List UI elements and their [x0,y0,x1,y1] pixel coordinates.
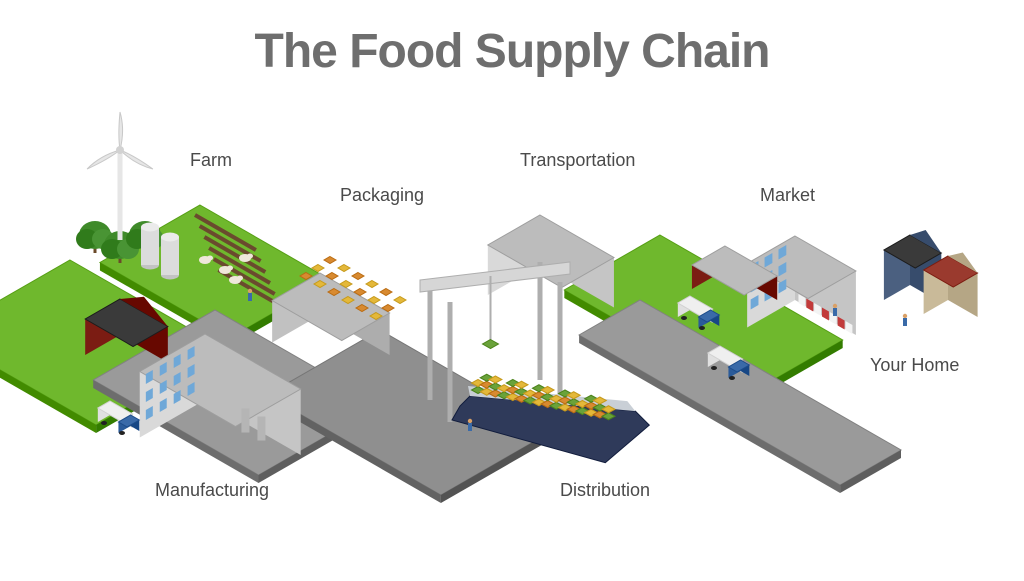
label-market: Market [760,185,815,206]
label-distribution: Distribution [560,480,650,501]
page-title: The Food Supply Chain [0,24,1024,79]
infographic-scene [0,110,1024,576]
scene-svg [0,110,1024,576]
label-transportation: Transportation [520,150,635,171]
label-manufacturing: Manufacturing [155,480,269,501]
label-packaging: Packaging [340,185,424,206]
label-farm: Farm [190,150,232,171]
label-your-home: Your Home [870,355,959,376]
